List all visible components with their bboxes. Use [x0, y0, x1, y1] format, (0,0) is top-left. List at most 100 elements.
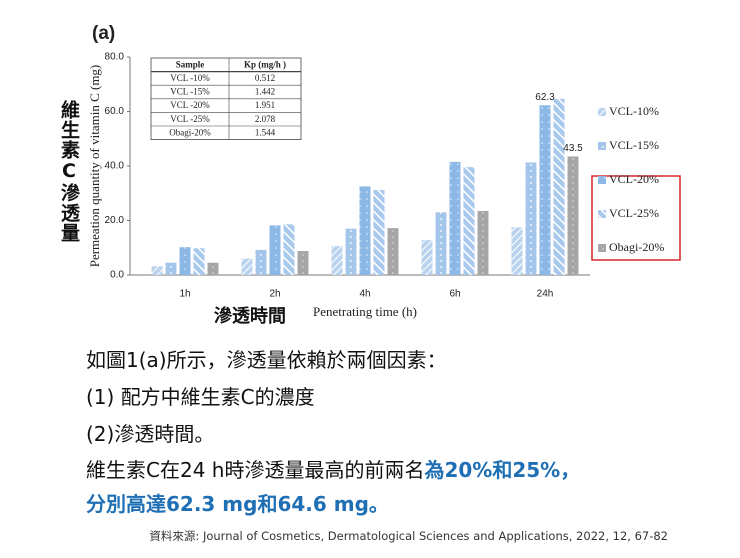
bar-pattern: [539, 105, 551, 275]
table-cell: 1.544: [255, 127, 276, 137]
bar: [539, 105, 551, 275]
table-cell: 1.951: [255, 100, 275, 110]
bar-pattern: [373, 189, 385, 275]
bar-pattern: [387, 228, 399, 275]
legend-label: Obagi-20%: [609, 240, 664, 254]
bar-pattern: [297, 251, 309, 275]
bar: [359, 186, 371, 275]
bar-pattern: [463, 167, 475, 275]
text-line: (2)滲透時間。: [86, 422, 215, 446]
bar-pattern: [283, 224, 295, 275]
bar-pattern: [179, 247, 191, 275]
bar: [511, 227, 523, 275]
legend-swatch: [598, 108, 606, 116]
legend-label: VCL-20%: [609, 172, 659, 186]
bar-pattern: [193, 248, 205, 275]
bar: [179, 247, 191, 275]
bar: [553, 98, 565, 275]
highlight-box: [591, 175, 681, 261]
bar: [165, 262, 177, 275]
legend-swatch-part: [598, 210, 606, 218]
highlight-text: 為20%和25%，: [424, 458, 581, 482]
bar-pattern: [359, 186, 371, 275]
x-tick-label: 24h: [537, 289, 554, 300]
legend-swatch: [598, 142, 606, 150]
table-cell: 2.078: [255, 114, 276, 124]
bar: [567, 156, 579, 275]
highlight-text: 分別高達62.3 mg和64.6 mg。: [86, 492, 389, 516]
bar: [269, 225, 281, 275]
bar-pattern: [477, 210, 489, 275]
bar: [525, 162, 537, 275]
table-cell: VCL -25%: [170, 114, 210, 124]
y-axis-label: Permeation quantity of vitamin C (mg): [87, 65, 102, 268]
legend-label: VCL-10%: [609, 104, 659, 118]
x-tick-label: 6h: [449, 289, 460, 300]
table-cell: 0.512: [255, 73, 275, 83]
bar: [373, 189, 385, 275]
bar-pattern: [345, 228, 357, 275]
bar: [463, 167, 475, 275]
bar: [435, 212, 447, 275]
y-axis-label-zh: 維生素C滲透量: [58, 100, 80, 243]
x-axis-label-zh: 滲透時間: [214, 306, 286, 327]
bar-pattern: [165, 262, 177, 275]
bar-pattern: [567, 156, 579, 275]
table-cell: VCL -15%: [170, 87, 210, 97]
bar: [387, 228, 399, 275]
legend-swatch: [598, 244, 606, 252]
bar-pattern: [207, 262, 219, 275]
bar-pattern: [449, 161, 461, 275]
bar: [255, 249, 267, 275]
table-cell: VCL -20%: [170, 100, 210, 110]
bar-pattern: [269, 225, 281, 275]
bar: [151, 266, 163, 275]
text-line: 維生素C在24 h時滲透量最高的前兩名為20%和25%，: [86, 454, 580, 483]
data-label: 43.5: [563, 143, 583, 154]
table-header: Sample: [176, 59, 205, 69]
source: 資料來源: Journal of Cosmetics, Dermatologic…: [149, 529, 668, 543]
y-tick-label: 0.0: [110, 270, 124, 281]
bar: [449, 161, 461, 275]
table-header: Kp (mg/h ): [244, 59, 286, 69]
bar: [421, 240, 433, 275]
bar: [477, 210, 489, 275]
bar-pattern: [525, 162, 537, 275]
legend-label: VCL-25%: [609, 206, 659, 220]
y-tick-label: 40.0: [105, 161, 125, 172]
plot: 0.0 20.0 40.0 60.0 80.0 1h 2h 4h 6h 24h 62.3 43.5 VC…: [105, 52, 665, 300]
bar: [207, 262, 219, 275]
bar-pattern: [331, 246, 343, 275]
bar: [283, 224, 295, 275]
legend-swatch-part: [598, 108, 606, 116]
bar-pattern: [553, 98, 565, 275]
y-tick-label: 80.0: [105, 52, 125, 63]
bar-pattern: [435, 212, 447, 275]
y-tick-label: 20.0: [105, 215, 125, 226]
x-tick-label: 4h: [359, 289, 370, 300]
bar: [241, 258, 253, 275]
x-tick-label: 1h: [179, 289, 190, 300]
table-cell: 1.442: [255, 87, 275, 97]
text-line: (1) 配方中維生素C的濃度: [86, 385, 315, 409]
table-cell: VCL -10%: [170, 73, 210, 83]
bar: [331, 246, 343, 275]
y-tick-label: 60.0: [105, 106, 125, 117]
bar-pattern: [241, 258, 253, 275]
chart-title: (a): [92, 23, 115, 44]
bar: [193, 248, 205, 275]
bar: [297, 251, 309, 275]
legend-swatch-part: [598, 176, 606, 184]
bar-pattern: [151, 266, 163, 275]
legend-swatch: [598, 210, 606, 218]
x-axis-label: Penetrating time (h): [313, 304, 417, 319]
legend-swatch: [598, 176, 606, 184]
legend-swatch-part: [598, 142, 606, 150]
bar: [345, 228, 357, 275]
text-line: 如圖1(a)所示，滲透量依賴於兩個因素：: [86, 348, 447, 372]
data-label: 62.3: [535, 92, 555, 103]
bar-pattern: [421, 240, 433, 275]
text: 維生素C在24 h時滲透量最高的前兩名: [86, 458, 425, 482]
